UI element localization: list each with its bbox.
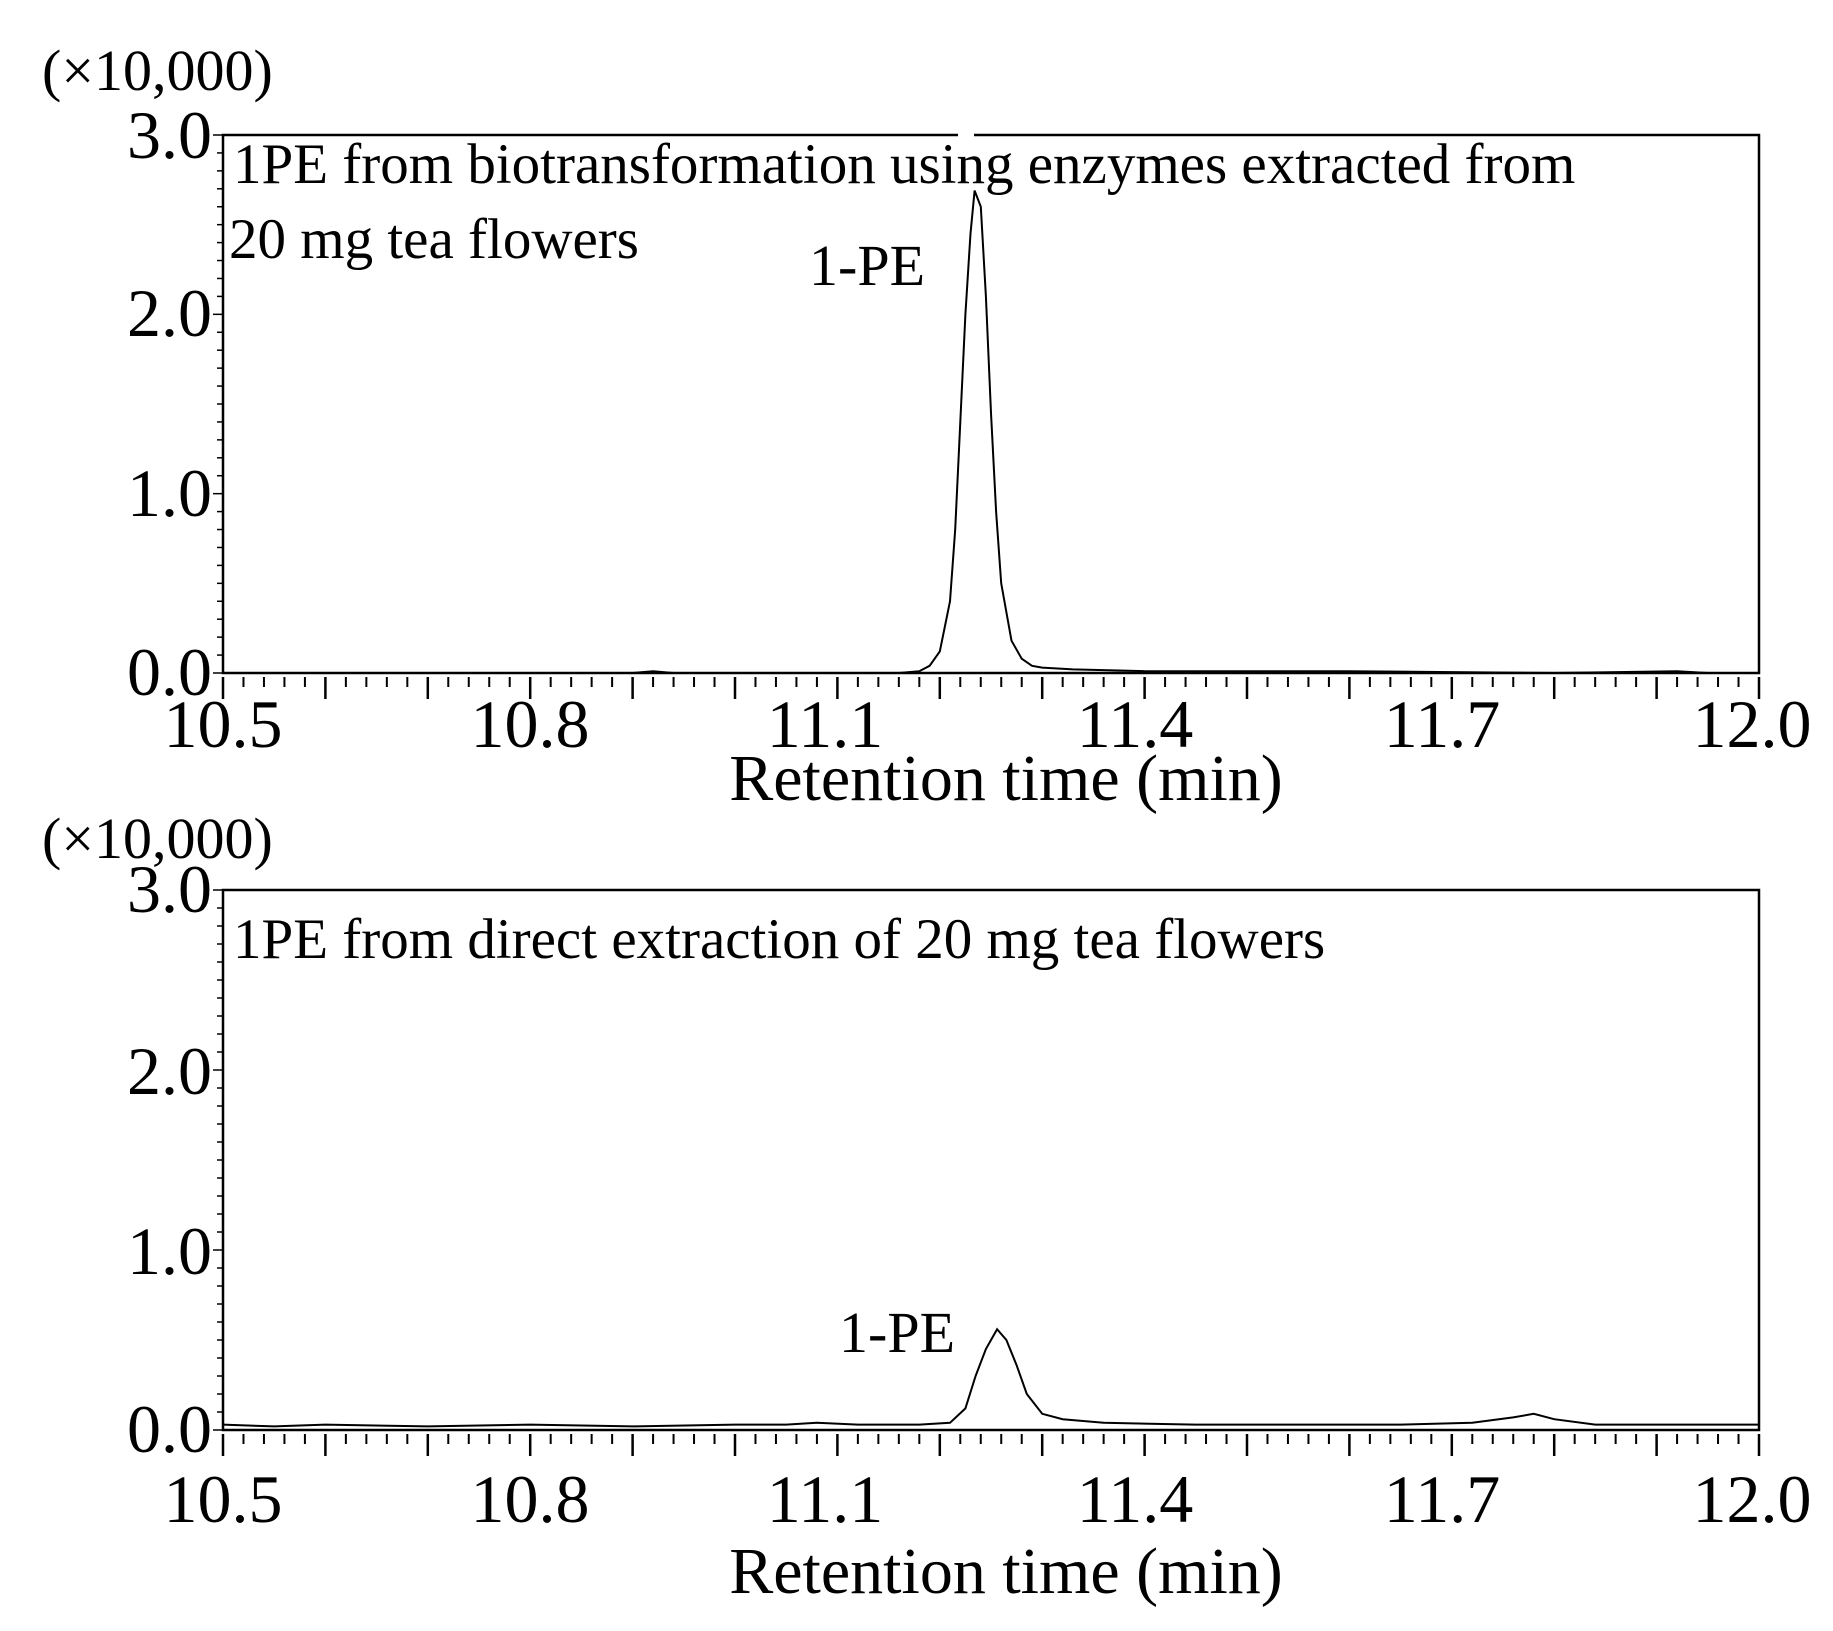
x-tick-label: 10.5 bbox=[164, 686, 283, 762]
y-axis-tick-labels: 3.0 2.0 1.0 0.0 bbox=[127, 97, 212, 710]
x-tick-label: 10.8 bbox=[471, 686, 590, 762]
y-axis-tick-labels: 3.0 2.0 1.0 0.0 bbox=[127, 851, 212, 1467]
y-tick-label: 3.0 bbox=[127, 851, 212, 927]
x-axis-title: Retention time (min) bbox=[729, 1535, 1283, 1608]
x-tick-label: 11.1 bbox=[767, 1461, 883, 1537]
peak-label: 1-PE bbox=[809, 233, 925, 298]
x-axis-tick-labels: 10.5 10.8 11.1 11.4 11.7 12.0 bbox=[164, 1461, 1812, 1537]
panel-title-line-1: 1PE from biotransformation using enzymes… bbox=[233, 133, 1575, 196]
chromatogram-trace bbox=[222, 1327, 1759, 1428]
axis-ticks bbox=[213, 134, 1761, 699]
panel-title-line-2: 20 mg tea flowers bbox=[229, 208, 639, 271]
y-tick-label: 0.0 bbox=[127, 1391, 212, 1467]
x-tick-label: 11.4 bbox=[1077, 1461, 1193, 1537]
y-tick-label: 0.0 bbox=[127, 634, 212, 710]
axis-ticks bbox=[213, 889, 1761, 1456]
x-tick-label: 12.0 bbox=[1693, 686, 1812, 762]
y-tick-label: 1.0 bbox=[127, 455, 212, 531]
panel-title-line-1: 1PE from direct extraction of 20 mg tea … bbox=[233, 908, 1325, 971]
x-tick-label: 11.4 bbox=[1077, 686, 1193, 762]
y-tick-label: 2.0 bbox=[127, 1033, 212, 1109]
x-axis-tick-labels: 10.5 10.8 11.1 11.4 11.7 12.0 bbox=[164, 686, 1812, 762]
y-scale-label: (×10,000) bbox=[42, 806, 273, 871]
peak-label: 1-PE bbox=[839, 1300, 955, 1365]
chart-panel-direct-extraction: (×10,000) 3.0 2.0 1.0 0.0 1PE from direc… bbox=[42, 806, 1812, 1608]
x-tick-label: 10.5 bbox=[164, 1461, 283, 1537]
frame-gap bbox=[958, 131, 974, 139]
chart-panel-biotransformation: (×10,000) 3.0 2.0 1.0 0.0 1PE from biotr… bbox=[42, 38, 1812, 815]
y-scale-label: (×10,000) bbox=[42, 38, 273, 103]
x-tick-label: 12.0 bbox=[1693, 1461, 1812, 1537]
x-tick-label: 11.7 bbox=[1384, 1461, 1500, 1537]
x-tick-label: 10.8 bbox=[471, 1461, 590, 1537]
x-tick-label: 11.7 bbox=[1384, 686, 1500, 762]
x-axis-title: Retention time (min) bbox=[729, 742, 1283, 815]
y-tick-label: 2.0 bbox=[127, 275, 212, 351]
x-tick-label: 11.1 bbox=[767, 686, 883, 762]
y-tick-label: 1.0 bbox=[127, 1213, 212, 1289]
y-tick-label: 3.0 bbox=[127, 97, 212, 173]
chromatogram-trace bbox=[223, 190, 1759, 675]
